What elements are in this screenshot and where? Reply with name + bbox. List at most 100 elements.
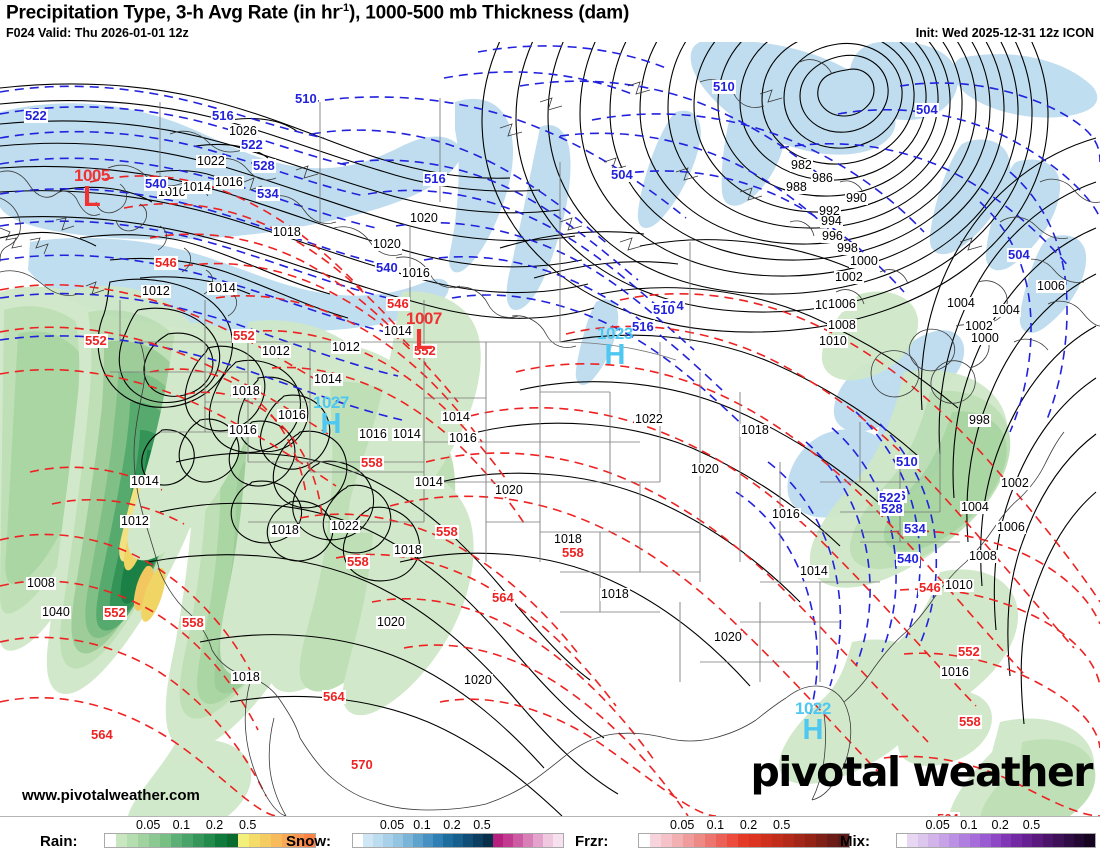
page-title: Precipitation Type, 3-h Avg Rate (in hr-… <box>6 2 630 24</box>
isobar-label: 1008 <box>26 576 56 591</box>
pressure-center-low-1007[interactable]: 1007 L <box>406 310 442 355</box>
legend-colorbar-rain[interactable] <box>104 833 316 848</box>
thickness-label-warm: 564 <box>491 590 515 605</box>
isobar-label: 1014 <box>392 427 422 442</box>
legend-group-snow: Snow: 0.05 0.1 0.2 0.5 <box>286 817 566 851</box>
legend-swatch <box>483 834 493 847</box>
thickness-label-warm: 570 <box>350 757 374 772</box>
legend-swatch <box>1042 834 1054 847</box>
thickness-label-cold: 522 <box>878 490 902 505</box>
isobar-label: 1004 <box>960 500 990 515</box>
pressure-symbol: H <box>604 339 626 371</box>
legend-swatch <box>928 834 939 847</box>
legend-tick: 0.2 <box>443 818 461 832</box>
thickness-label-cold: 528 <box>880 501 904 516</box>
pressure-symbol: L <box>83 181 101 213</box>
legend-ticks-mix: 0.05 0.1 0.2 0.5 <box>896 818 1094 832</box>
isobar-label: 1012 <box>120 514 150 529</box>
legend-swatch <box>204 834 216 847</box>
thickness-label-cold: 522 <box>240 137 264 152</box>
isobar-label: 1016 <box>358 427 388 442</box>
legend-swatch <box>771 834 783 847</box>
thickness-label-warm: 558 <box>435 524 459 539</box>
thickness-label-warm: 558 <box>958 714 982 729</box>
thickness-label-cold: 504 <box>610 167 634 182</box>
legend-swatch <box>303 834 315 847</box>
thickness-label-cold: 540 <box>144 176 168 191</box>
isobar-label: 1016 <box>277 408 307 423</box>
legend-swatch <box>503 834 513 847</box>
legend-swatch <box>826 834 838 847</box>
legend-swatch <box>959 834 970 847</box>
pressure-center-low-1005[interactable]: 1005 L <box>74 167 110 212</box>
legend-colorbar-frzr[interactable] <box>638 833 850 848</box>
legend-swatch <box>553 834 563 847</box>
map-canvas[interactable]: 1026 1022 1016 1010 1014 1018 1012 1014 1020 1020… <box>0 42 1100 816</box>
isobar-label: 1018 <box>272 225 302 240</box>
pressure-value: 1005 <box>74 166 110 185</box>
isobar-label: 1020 <box>494 483 524 498</box>
thickness-label-warm: 564 <box>936 812 960 816</box>
isobar-label: 990 <box>845 191 868 206</box>
legend-swatch <box>1001 834 1012 847</box>
isobar-label: 1006 <box>1036 279 1066 294</box>
site-url-label: www.pivotalweather.com <box>22 787 200 804</box>
isobar-label: 1004 <box>991 303 1021 318</box>
legend-swatch <box>969 834 981 847</box>
pressure-symbol: L <box>415 324 433 356</box>
isobar-label: 1016 <box>448 431 478 446</box>
legend-swatch <box>127 834 139 847</box>
thickness-label-warm: 552 <box>103 605 127 620</box>
thickness-label-cold: 510 <box>712 79 736 94</box>
legend-tick: 0.1 <box>960 818 978 832</box>
thickness-label-cold: 534 <box>256 186 280 201</box>
thickness-label-warm: 552 <box>413 343 437 358</box>
legend-label-frzr: Frzr: <box>575 833 609 850</box>
isobar-label: 992 <box>818 204 841 219</box>
thickness-label-cold: 540 <box>896 551 920 566</box>
pressure-center-high-1023[interactable]: 1023 H <box>597 325 633 370</box>
legend-colorbar-mix[interactable] <box>896 833 1096 848</box>
legend-swatch <box>793 834 805 847</box>
isobar-label: 1014 <box>130 474 160 489</box>
legend-tick: 0.2 <box>739 818 758 832</box>
isobar-label: 1018 <box>231 384 261 399</box>
isobar-label: 1018 <box>231 670 261 685</box>
thickness-label-cold: 504 <box>1007 247 1031 262</box>
thickness-label-warm: 558 <box>181 615 205 630</box>
pressure-center-high-1022[interactable]: 1022 H <box>795 700 831 745</box>
legend-swatch <box>815 834 827 847</box>
thickness-label-warm: 546 <box>918 580 942 595</box>
legend-swatch <box>248 834 260 847</box>
pressure-center-high-1027[interactable]: 1027 H <box>313 394 349 439</box>
legend-swatch <box>393 834 403 847</box>
legend-tick: 0.2 <box>991 818 1009 832</box>
isobar-label: 1014 <box>383 324 413 339</box>
legend-swatch <box>782 834 794 847</box>
pressure-value: 1023 <box>597 324 633 343</box>
legend-swatch <box>473 834 483 847</box>
legend-swatch <box>705 834 717 847</box>
isobar-label: 1022 <box>196 154 226 169</box>
isobar-label: 1012 <box>141 284 171 299</box>
legend-swatch <box>694 834 706 847</box>
legend-swatch <box>990 834 1002 847</box>
isobar-label: 1002 <box>834 270 864 285</box>
legend-swatch <box>226 834 238 847</box>
isobar-label: 998 <box>968 413 991 428</box>
legend-swatch <box>523 834 533 847</box>
thickness-label-warm: 558 <box>561 545 585 560</box>
isobar-label: 1014 <box>414 475 444 490</box>
isobar-label: 1008 <box>827 318 857 333</box>
legend-colorbar-snow[interactable] <box>352 833 564 848</box>
legend-swatch <box>1073 834 1085 847</box>
legend-swatch <box>917 834 929 847</box>
legend-swatch <box>1021 834 1033 847</box>
legend-swatch <box>738 834 750 847</box>
legend-swatch <box>513 834 523 847</box>
isobar-label: 1000 <box>970 331 1000 346</box>
legend-tick: 0.2 <box>205 818 224 832</box>
init-time-label: Init: Wed 2025-12-31 12z ICON <box>915 26 1094 40</box>
legend-tick: 0.05 <box>670 818 695 832</box>
